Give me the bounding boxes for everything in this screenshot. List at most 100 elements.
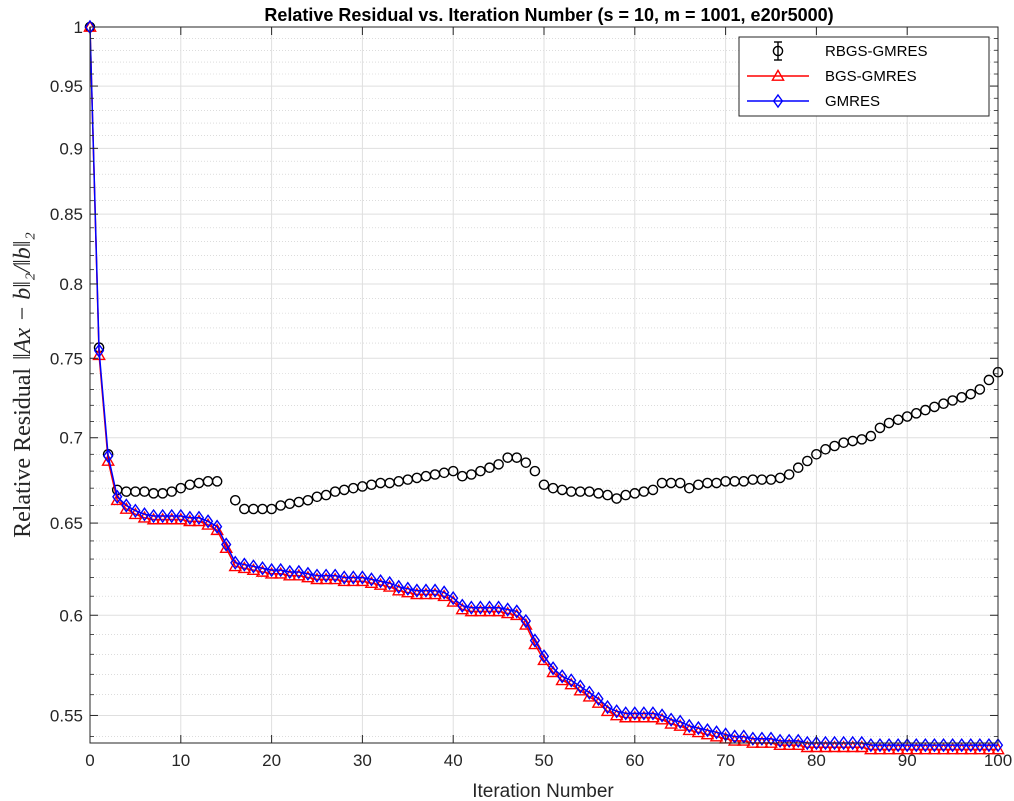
bgs-gmres-point: [101, 453, 115, 466]
gmres-point: [538, 649, 550, 664]
legend-item-rbgs-gmres: RBGS-GMRES: [772, 41, 928, 61]
legend-label: GMRES: [825, 93, 880, 110]
legend-item-bgs-gmres: BGS-GMRES: [747, 68, 917, 85]
rbgs-gmres-point: [865, 430, 877, 442]
rbgs-gmres-point: [602, 489, 613, 501]
y-tick-label: 0.7: [59, 429, 83, 448]
rbgs-gmres-point: [892, 414, 904, 426]
y-axis-label: Relative Residual ‖Ax − b‖₂/‖b‖₂: [10, 232, 36, 538]
rbgs-gmres-point: [774, 472, 786, 484]
bgs-gmres-point: [918, 742, 933, 755]
gmres-point: [575, 679, 586, 694]
bgs-gmres-point: [618, 710, 633, 723]
gmres-point: [484, 600, 495, 615]
gmres-point: [684, 718, 695, 734]
gmres-point: [266, 562, 277, 578]
bgs-gmres-series: [83, 19, 1005, 755]
gmres-point: [384, 575, 395, 591]
gmres-point: [148, 508, 159, 524]
gmres-point: [348, 570, 359, 585]
gmres-point: [665, 712, 677, 727]
bgs-gmres-point: [873, 742, 887, 755]
gmres-point: [357, 570, 368, 585]
bgs-gmres-point: [92, 348, 106, 361]
bgs-gmres-point: [637, 710, 651, 723]
bgs-gmres-point: [773, 738, 787, 751]
bgs-gmres-point: [709, 729, 724, 742]
rbgs-gmres-point: [175, 482, 187, 494]
gmres-point: [230, 555, 241, 570]
gmres-point: [547, 661, 559, 676]
gmres-point: [448, 590, 459, 606]
legend-marker: [771, 68, 785, 81]
bgs-gmres-point: [954, 742, 969, 755]
gmres-point: [811, 735, 822, 751]
gmres-point: [566, 673, 577, 688]
rbgs-gmres-point: [856, 434, 868, 445]
y-tick-label: 0.95: [50, 77, 83, 96]
gmres-point: [620, 706, 631, 721]
bgs-gmres-point: [700, 727, 715, 740]
bgs-gmres-point: [818, 740, 833, 753]
rbgs-gmres-point: [674, 477, 686, 489]
gmres-point: [257, 561, 268, 576]
major-grid: [90, 27, 998, 743]
y-tick-label: 1: [74, 18, 83, 37]
rbgs-gmres-point: [965, 388, 977, 400]
bgs-gmres-point: [809, 740, 824, 753]
bgs-gmres-point: [746, 735, 760, 748]
gmres-point: [121, 498, 132, 513]
gmres-point: [275, 562, 286, 578]
rbgs-gmres-point: [683, 482, 695, 494]
gmres-point: [193, 510, 205, 525]
rbgs-gmres-point: [956, 392, 967, 403]
bgs-gmres-point: [555, 673, 569, 686]
bgs-gmres-point: [664, 716, 678, 729]
bgs-gmres-point: [900, 742, 915, 755]
gmres-point: [157, 508, 168, 524]
gmres-point: [584, 685, 595, 700]
rbgs-gmres-point: [910, 408, 922, 419]
gmres-point: [774, 733, 786, 749]
gmres-point: [765, 731, 777, 746]
gmres-point: [520, 613, 532, 629]
rbgs-gmres-point: [611, 493, 622, 504]
gmres-point: [802, 735, 813, 751]
gmres-point: [756, 731, 768, 746]
bgs-gmres-point: [882, 742, 896, 755]
y-tick-label: 0.9: [59, 139, 83, 158]
y-tick-label: 0.55: [50, 706, 83, 725]
gmres-point: [112, 489, 123, 505]
bgs-gmres-point: [755, 735, 769, 748]
gmres-point: [302, 566, 314, 581]
rbgs-gmres-point: [947, 395, 958, 406]
rbgs-gmres-point: [266, 503, 277, 515]
bgs-gmres-point: [646, 710, 660, 723]
gmres-point: [293, 564, 305, 580]
rbgs-gmres-point: [484, 462, 495, 474]
gmres-point: [339, 570, 350, 585]
gmres-point: [647, 706, 659, 721]
gmres-point: [502, 602, 513, 617]
y-tick-label: 0.6: [59, 606, 83, 625]
bgs-gmres-point: [600, 704, 615, 717]
gmres-point: [202, 514, 214, 529]
bgs-gmres-point: [627, 710, 642, 723]
rbgs-gmres-point: [447, 465, 459, 477]
rbgs-gmres-point: [493, 459, 504, 470]
legend-label: RBGS-GMRES: [825, 43, 928, 60]
gmres-point: [402, 581, 413, 596]
gmres-point: [693, 720, 704, 736]
bgs-gmres-point: [836, 740, 851, 753]
rbgs-gmres-point: [538, 479, 550, 491]
gmres-point: [284, 564, 295, 580]
legend-item-gmres: GMRES: [747, 93, 880, 110]
y-tick-label: 0.65: [50, 514, 83, 533]
bgs-gmres-point: [564, 677, 579, 690]
gmres-point: [248, 559, 259, 574]
rbgs-gmres-point: [802, 455, 813, 467]
bgs-gmres-point: [800, 740, 815, 753]
rbgs-gmres-point: [529, 465, 541, 477]
